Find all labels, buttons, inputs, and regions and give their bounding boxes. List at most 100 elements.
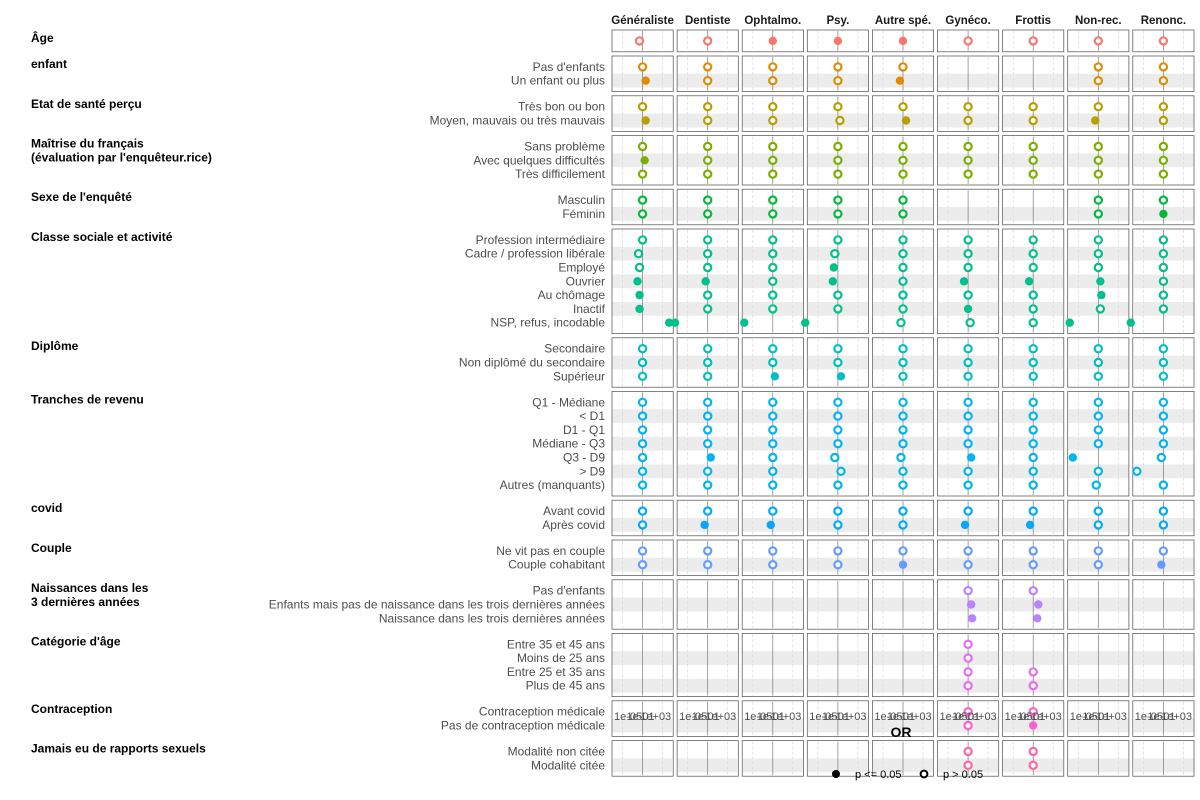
point-nonsignificant <box>1091 480 1101 490</box>
point-nonsignificant <box>1158 235 1169 245</box>
group-label: Classe sociale et activité <box>31 230 173 244</box>
point-nonsignificant <box>1158 101 1169 112</box>
point-nonsignificant <box>963 155 973 165</box>
point-nonsignificant <box>1093 357 1104 368</box>
x-tick-label: 1e-05 <box>744 711 772 723</box>
point-nonsignificant <box>1028 344 1038 354</box>
point-significant <box>1159 209 1168 219</box>
point-nonsignificant <box>1028 466 1038 476</box>
group-label: Maîtrise du français <box>31 137 144 151</box>
point-nonsignificant <box>898 397 908 407</box>
point-nonsignificant <box>1093 520 1104 530</box>
x-tick-label: 1e-05 <box>679 711 707 723</box>
point-nonsignificant <box>1028 707 1038 717</box>
panel-header: Gynéco. <box>945 15 990 27</box>
point-nonsignificant <box>963 667 973 677</box>
point-nonsignificant <box>768 560 778 570</box>
point-nonsignificant <box>768 452 778 463</box>
point-nonsignificant <box>833 75 843 86</box>
group-label: (évaluation par l'enquêteur.rice) <box>31 151 212 165</box>
point-nonsignificant <box>833 101 843 112</box>
point-significant <box>1157 560 1166 569</box>
point-nonsignificant <box>1093 248 1104 259</box>
point-significant <box>1029 721 1038 730</box>
category-label: < D1 <box>579 409 605 423</box>
category-label: Modalité non citée <box>508 745 606 759</box>
point-nonsignificant <box>1028 371 1038 381</box>
group-label: covid <box>31 501 62 515</box>
category-label: Autres (manquants) <box>500 478 605 492</box>
point-nonsignificant <box>703 262 713 273</box>
point-nonsignificant <box>1028 452 1038 463</box>
point-significant <box>1034 600 1043 609</box>
x-tick-label: 1e+03 <box>966 711 997 723</box>
point-nonsignificant <box>1093 169 1104 179</box>
point-nonsignificant <box>637 466 648 476</box>
x-tick-label: 1e+03 <box>836 711 867 723</box>
category-label: Cadre / profession libérale <box>465 247 605 261</box>
point-nonsignificant <box>963 681 973 691</box>
point-significant <box>1068 453 1078 462</box>
point-significant <box>898 36 908 46</box>
point-nonsignificant <box>768 276 778 286</box>
category-label: Supérieur <box>553 369 605 383</box>
point-nonsignificant <box>637 560 648 570</box>
point-nonsignificant <box>768 439 778 449</box>
point-significant <box>967 614 977 623</box>
category-label: Contraception médicale <box>479 705 605 719</box>
category-label: Pas d'enfants <box>533 60 605 74</box>
point-nonsignificant <box>703 546 713 556</box>
point-nonsignificant <box>703 36 713 46</box>
point-nonsignificant <box>703 235 713 245</box>
point-nonsignificant <box>768 248 778 259</box>
x-tick-label: 1e-05 <box>1005 711 1033 723</box>
point-nonsignificant <box>1028 746 1038 757</box>
point-nonsignificant <box>1028 425 1038 435</box>
point-nonsignificant <box>1158 439 1169 449</box>
point-nonsignificant <box>1158 248 1169 259</box>
point-nonsignificant <box>1028 760 1038 771</box>
category-label: Ne vit pas en couple <box>496 544 605 558</box>
point-nonsignificant <box>833 560 843 570</box>
category-label: Avant covid <box>543 504 605 518</box>
category-label: Masculin <box>558 193 605 207</box>
point-nonsignificant <box>1028 155 1038 165</box>
point-nonsignificant <box>833 62 843 72</box>
point-nonsignificant <box>1093 101 1104 112</box>
point-nonsignificant <box>637 480 648 490</box>
point-nonsignificant <box>1093 439 1104 449</box>
point-nonsignificant <box>637 520 648 530</box>
panel-header: Non-rec. <box>1075 15 1122 27</box>
x-tick-label: 1e-01 <box>1017 711 1045 723</box>
point-nonsignificant <box>1028 480 1038 490</box>
point-nonsignificant <box>898 209 908 219</box>
group-label: Contraception <box>31 702 112 716</box>
point-nonsignificant <box>768 235 778 245</box>
point-significant <box>1097 290 1106 300</box>
point-nonsignificant <box>963 290 973 300</box>
x-tick-label: 1e-01 <box>1082 711 1110 723</box>
point-nonsignificant <box>833 235 843 245</box>
legend-label: p <= 0.05 <box>855 769 902 781</box>
point-nonsignificant <box>1158 411 1169 421</box>
category-label: Au chômage <box>538 288 606 302</box>
point-nonsignificant <box>836 466 846 476</box>
point-nonsignificant <box>1095 304 1106 314</box>
point-nonsignificant <box>833 209 843 219</box>
point-significant <box>966 453 976 462</box>
point-nonsignificant <box>833 141 843 152</box>
point-nonsignificant <box>898 235 908 245</box>
point-nonsignificant <box>963 344 973 354</box>
point-nonsignificant <box>637 411 648 421</box>
x-tick-label: 1e+03 <box>640 711 671 723</box>
point-nonsignificant <box>768 357 778 368</box>
point-nonsignificant <box>963 720 973 731</box>
point-nonsignificant <box>898 248 908 259</box>
point-nonsignificant <box>963 411 973 421</box>
point-nonsignificant <box>1158 36 1169 46</box>
point-nonsignificant <box>1158 115 1169 126</box>
category-label: Profession intermédiaire <box>476 233 606 247</box>
